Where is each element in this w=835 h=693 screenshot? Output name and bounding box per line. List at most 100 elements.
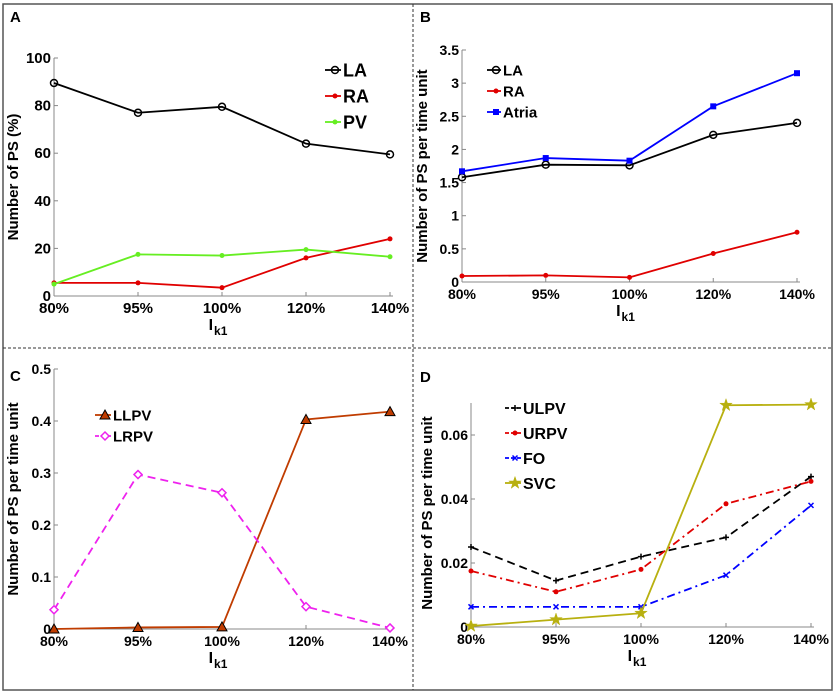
x-tick-label: 120% xyxy=(708,631,744,647)
x-tick-label: 100% xyxy=(623,631,659,647)
legend-label: Atria xyxy=(503,104,538,121)
y-axis-label: Number of PS per time unit xyxy=(414,69,431,262)
marker-plus xyxy=(468,544,474,550)
x-tick-label: 140% xyxy=(371,300,409,317)
y-tick-label: 0.5 xyxy=(32,361,52,377)
series-ulpv xyxy=(468,473,814,584)
marker-dot xyxy=(808,478,814,484)
marker-x xyxy=(552,603,560,610)
marker-circle-open xyxy=(217,102,227,112)
legend-label: PV xyxy=(343,112,367,132)
marker-circle-open xyxy=(330,65,340,75)
marker-x xyxy=(467,603,475,610)
marker-dot xyxy=(51,281,57,287)
series-ra xyxy=(459,229,800,280)
x-axis-label-subscript: k1 xyxy=(633,655,647,669)
marker-circle-open xyxy=(541,160,550,169)
legend-entry-fo: FO xyxy=(505,451,545,468)
marker-square xyxy=(493,109,499,115)
series-lrpv xyxy=(48,469,396,634)
legend-entry-urpv: URPV xyxy=(505,426,568,443)
y-tick-label: 2.5 xyxy=(440,108,460,124)
marker-diamond xyxy=(216,487,228,498)
marker-triangle xyxy=(99,408,111,420)
legend-entry-pv: PV xyxy=(325,112,367,132)
y-tick-label: 0.1 xyxy=(32,569,52,585)
marker-diamond xyxy=(300,601,312,612)
x-axis-label: Ik1 xyxy=(628,648,647,669)
series-urpv xyxy=(468,478,814,595)
marker-square xyxy=(459,168,465,175)
x-tick-label: 80% xyxy=(39,300,69,317)
y-tick-label: 0.06 xyxy=(441,427,468,443)
y-axis-label: Number of PS per time unit xyxy=(419,416,436,609)
series-line xyxy=(470,480,812,593)
marker-circle-open xyxy=(792,118,802,128)
marker-diamond xyxy=(132,469,144,480)
marker-circle-open xyxy=(491,65,501,75)
marker-triangle xyxy=(132,621,144,632)
marker-triangle xyxy=(384,405,396,417)
y-tick-label: 0.02 xyxy=(441,555,468,571)
y-tick-label: 100 xyxy=(26,50,51,67)
marker-dot xyxy=(387,254,393,260)
x-axis-label-subscript: k1 xyxy=(214,657,228,671)
marker-x xyxy=(511,454,519,462)
series-llpv xyxy=(48,405,396,634)
marker-dot xyxy=(303,247,309,253)
y-axis-label: Number of PS (%) xyxy=(5,114,22,241)
series-line xyxy=(53,473,391,629)
marker-dot xyxy=(710,250,716,256)
marker-x xyxy=(722,572,730,579)
series-line xyxy=(53,82,391,156)
series-line xyxy=(53,410,391,630)
marker-star xyxy=(464,618,478,632)
x-tick-label: 95% xyxy=(124,633,153,649)
x-tick-label: 100% xyxy=(612,286,648,302)
legend-entry-lrpv: LRPV xyxy=(95,428,153,445)
series-ra xyxy=(51,236,393,291)
panel-b: B 0 0.5 1 1.5 2 2.5 3 3.5 80% 95% 100% 120% 140% Ik1 Nu… xyxy=(414,9,815,324)
series-pv xyxy=(51,247,393,287)
marker-star xyxy=(719,397,733,412)
panel-label: B xyxy=(420,9,431,26)
legend-label: LA xyxy=(503,62,523,79)
y-tick-label: 3.5 xyxy=(440,42,460,58)
marker-diamond xyxy=(48,604,60,615)
legend-label: FO xyxy=(523,451,545,468)
legend-label: RA xyxy=(343,86,369,106)
y-tick-label: 40 xyxy=(34,193,51,210)
x-tick-label: 100% xyxy=(204,633,240,649)
y-tick-label: 2 xyxy=(451,141,459,157)
marker-star xyxy=(508,475,522,489)
legend-label: LA xyxy=(343,60,367,80)
x-tick-label: 95% xyxy=(532,286,561,302)
legend-label: SVC xyxy=(523,476,556,493)
y-tick-label: 0 xyxy=(460,619,468,635)
marker-triangle xyxy=(48,622,60,634)
marker-dot xyxy=(135,251,141,257)
legend-entry-svc: SVC xyxy=(505,475,556,493)
x-tick-label: 100% xyxy=(203,300,241,317)
series-atria xyxy=(459,70,800,175)
x-tick-label: 140% xyxy=(372,633,408,649)
series-la xyxy=(457,118,802,182)
marker-triangle xyxy=(216,620,228,632)
marker-dot xyxy=(303,255,309,261)
y-tick-label: 80 xyxy=(34,98,51,115)
marker-circle-open xyxy=(133,108,143,117)
series-la xyxy=(49,78,395,159)
x-tick-label: 95% xyxy=(123,300,153,317)
y-tick-label: 0.04 xyxy=(441,491,468,507)
series-line xyxy=(470,403,812,627)
marker-circle-open xyxy=(709,130,718,140)
y-tick-label: 60 xyxy=(34,145,51,162)
marker-dot xyxy=(387,236,393,242)
marker-circle-open xyxy=(385,150,395,159)
y-tick-label: 0 xyxy=(43,288,51,305)
marker-circle-open xyxy=(301,139,311,148)
x-tick-label: 120% xyxy=(287,300,325,317)
y-axis-label: Number of PS per time unit xyxy=(5,402,22,595)
